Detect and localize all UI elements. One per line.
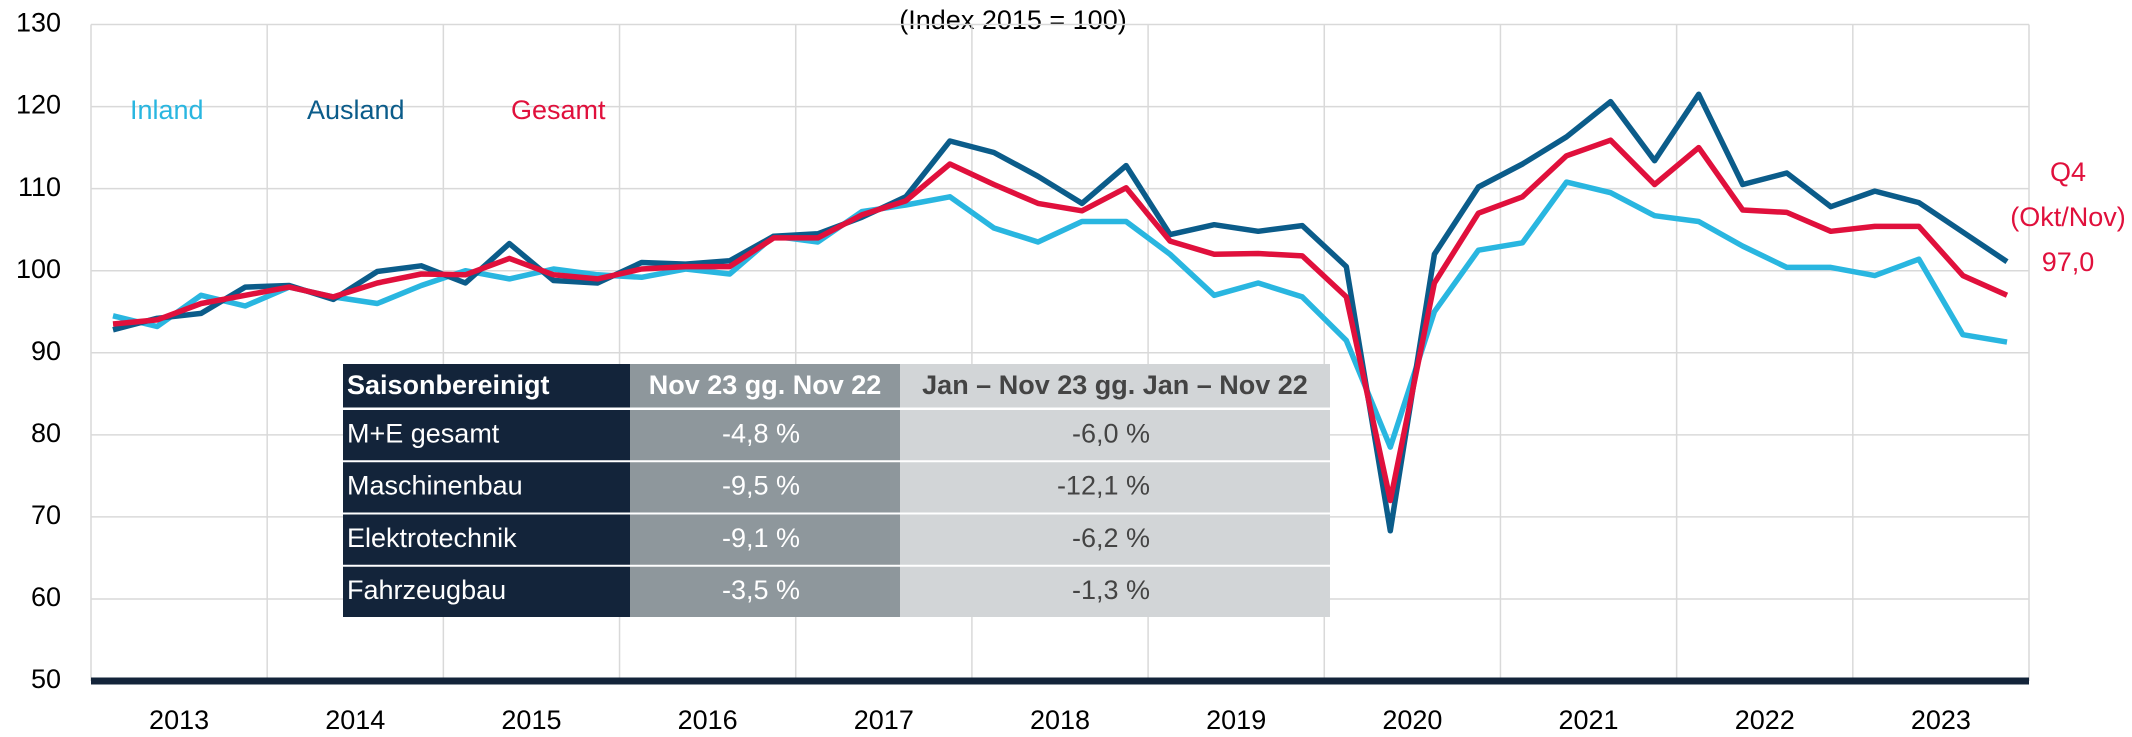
table-text: -6,0 % <box>1072 418 1150 448</box>
table-text: Fahrzeugbau <box>347 575 506 605</box>
table-text: Elektrotechnik <box>347 523 517 553</box>
x-tick-label: 2015 <box>501 705 561 735</box>
table-text: -1,3 % <box>1072 575 1150 605</box>
table-text: M+E gesamt <box>347 418 500 448</box>
table-cell <box>900 462 1330 513</box>
x-tick-label: 2013 <box>149 705 209 735</box>
chart-subtitle: (Index 2015 = 100) <box>899 5 1126 35</box>
series-line <box>112 91 2009 534</box>
legend-label: Inland <box>130 95 204 125</box>
table-cell <box>630 462 900 513</box>
table-header: Saisonbereinigt <box>347 370 550 400</box>
table-cell <box>630 514 900 565</box>
x-tick-label: 2021 <box>1559 705 1619 735</box>
x-tick-label: 2016 <box>678 705 738 735</box>
table-text: -9,1 % <box>722 523 800 553</box>
end-annotation: Q4 <box>2050 157 2086 187</box>
x-tick-label: 2023 <box>1911 705 1971 735</box>
end-annotation: 97,0 <box>2042 247 2095 277</box>
y-tick-label: 130 <box>16 8 61 38</box>
table-text: Maschinenbau <box>347 471 523 501</box>
y-tick-label: 90 <box>31 336 61 366</box>
x-tick-label: 2020 <box>1382 705 1442 735</box>
y-tick-label: 50 <box>31 664 61 694</box>
table-text: -12,1 % <box>1057 471 1150 501</box>
table-text: -4,8 % <box>722 418 800 448</box>
series-line <box>112 179 2008 450</box>
table-cell <box>900 364 1330 408</box>
table-cell <box>343 514 630 565</box>
table-text: -3,5 % <box>722 575 800 605</box>
x-tick-label: 2018 <box>1030 705 1090 735</box>
x-tick-label: 2014 <box>325 705 385 735</box>
table-cell <box>900 514 1330 565</box>
y-tick-label: 80 <box>31 418 61 448</box>
legend-label: Ausland <box>307 95 405 125</box>
table-header: Jan – Nov 23 gg. Jan – Nov 22 <box>922 370 1308 400</box>
table-cell <box>900 566 1330 617</box>
y-tick-label: 100 <box>16 254 61 284</box>
table-cell <box>343 410 630 461</box>
table-cell <box>630 364 900 408</box>
table-cell <box>630 410 900 461</box>
y-tick-label: 120 <box>16 90 61 120</box>
end-annotation: (Okt/Nov) <box>2010 202 2126 232</box>
table-cell <box>343 462 630 513</box>
table-cell <box>900 410 1330 461</box>
table-text: -9,5 % <box>722 471 800 501</box>
table-text: -6,2 % <box>1072 523 1150 553</box>
legend-label: Gesamt <box>511 95 606 125</box>
y-tick-label: 60 <box>31 582 61 612</box>
y-tick-label: 110 <box>18 172 61 202</box>
table-cell <box>630 566 900 617</box>
table-header: Nov 23 gg. Nov 22 <box>649 370 882 400</box>
series-line <box>112 137 2009 504</box>
x-tick-label: 2022 <box>1735 705 1795 735</box>
table-cell <box>343 566 630 617</box>
x-tick-label: 2017 <box>854 705 914 735</box>
table-cell <box>343 364 630 408</box>
y-tick-label: 70 <box>31 500 61 530</box>
x-tick-label: 2019 <box>1206 705 1266 735</box>
